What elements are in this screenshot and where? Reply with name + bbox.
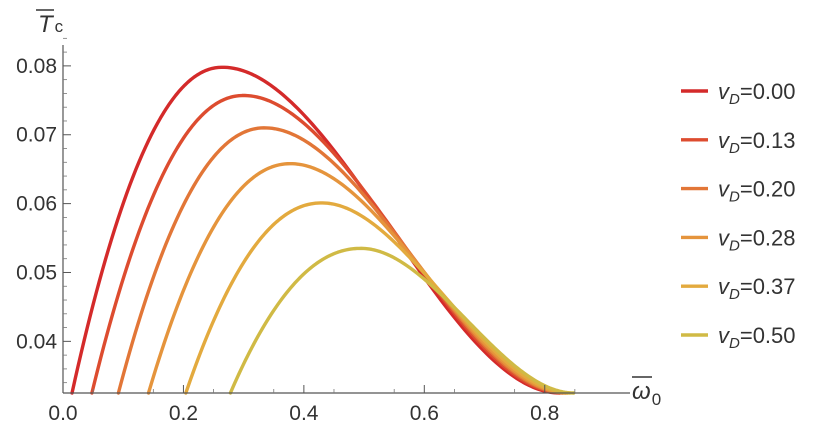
series-curves	[70, 65, 576, 395]
series-line	[90, 93, 565, 395]
series-line	[228, 246, 576, 395]
legend-entry: vD=0.20	[718, 177, 796, 206]
y-tick-label: 0.07	[16, 124, 57, 147]
legend: vD=0.00 vD=0.13 vD=0.20 vD=0.28 vD=0.37 vD=0.…	[681, 79, 796, 352]
series-line	[70, 65, 562, 395]
legend-entry: vD=0.50	[718, 323, 796, 352]
legend-entry: vD=0.13	[718, 128, 796, 157]
series-line	[146, 161, 570, 395]
series-line	[184, 201, 572, 395]
y-tick-label: 0.06	[16, 193, 57, 216]
y-tick-label: 0.05	[16, 261, 57, 284]
legend-entry: vD=0.28	[718, 225, 796, 254]
x-tick-label: 0.2	[169, 402, 198, 425]
y-tick-label: 0.04	[16, 330, 57, 353]
y-tick-label: 0.08	[16, 55, 57, 78]
ticks: 0.0 0.2 0.4 0.6 0.8 0.04 0.05 0.06 0.07 0.08	[16, 37, 576, 425]
x-tick-label: 0.0	[48, 402, 77, 425]
x-tick-label: 0.6	[410, 402, 439, 425]
x-axis-title: ω0	[632, 378, 661, 409]
x-tick-label: 0.8	[530, 402, 559, 425]
x-tick-label: 0.4	[289, 402, 319, 425]
axes	[62, 45, 630, 394]
legend-entry: vD=0.37	[718, 274, 796, 303]
legend-entry: vD=0.00	[718, 79, 796, 108]
